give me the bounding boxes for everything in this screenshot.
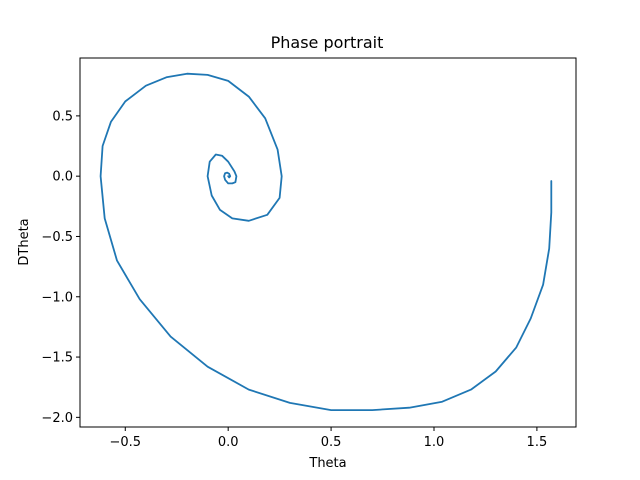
chart-title: Phase portrait [271,33,384,52]
y-tick-label: −0.5 [41,230,73,245]
x-tick-label: 1.5 [527,435,548,450]
x-tick-label: −0.5 [109,435,141,450]
x-axis-ticks: −0.5 0.0 0.5 1.0 1.5 [109,427,547,450]
y-axis-label: DTheta [17,218,32,265]
y-tick-label: 0.0 [52,170,73,185]
plot-area-frame [79,57,577,428]
series-layer [99,72,553,412]
x-tick-label: 0.5 [321,435,342,450]
series-line-trajectory [99,72,553,412]
y-axis-ticks: 0.5 0.0 −0.5 −1.0 −1.5 −2.0 [41,109,80,426]
x-axis-label: Theta [308,456,346,471]
y-tick-label: −1.0 [41,290,73,305]
x-tick-label: 0.0 [218,435,239,450]
y-tick-label: −1.5 [41,351,73,366]
x-tick-label: 1.0 [424,435,445,450]
y-tick-label: 0.5 [52,109,73,124]
y-tick-label: −2.0 [41,411,73,426]
